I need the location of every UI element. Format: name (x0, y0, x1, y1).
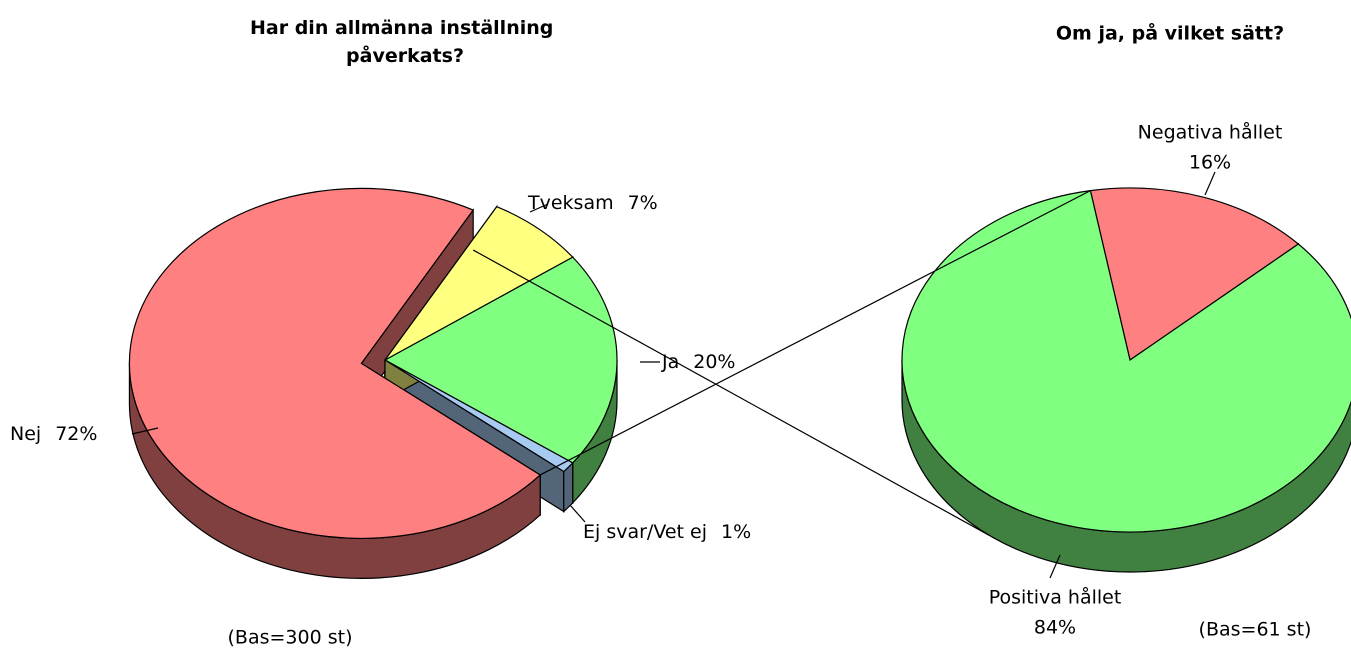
pie-slice (128, 187, 542, 539)
value-label: 84% (1034, 617, 1076, 639)
category-label: Ja (661, 351, 679, 373)
pie-slice (901, 189, 1351, 533)
category-label: Nej (10, 423, 41, 445)
pie-slice (384, 205, 574, 361)
value-label: 7% (628, 192, 658, 214)
category-label: Tveksam (527, 192, 614, 214)
leader-line (1049, 554, 1061, 579)
leader-line (131, 427, 159, 435)
pie-slice (383, 256, 618, 464)
value-label: 1% (721, 521, 751, 543)
connector (539, 190, 1091, 476)
category-label: Ej svar/Vet ej (583, 521, 707, 543)
chart-title: Har din allmänna inställning påverkats? (250, 17, 560, 67)
pie-slice (384, 359, 574, 473)
slice-label: Ej svar/Vet ej 1% (583, 521, 751, 543)
leader-line (569, 504, 586, 523)
pie-slice (1089, 187, 1300, 361)
slice-label: Negativa hållet (1138, 121, 1283, 144)
slice-label: Nej 72% (10, 423, 97, 445)
slice-label: Ja 20% (661, 351, 735, 373)
slice-label: Positiva hållet (989, 586, 1122, 609)
pie-tops (901, 187, 1351, 533)
note: (Bas=300 st) (228, 627, 353, 649)
slice-label: Tveksam 7% (527, 192, 658, 214)
pie-tops (128, 187, 618, 539)
leader-line (1204, 171, 1216, 196)
value-label: 16% (1189, 152, 1231, 174)
value-label: 72% (55, 423, 97, 445)
connector (472, 249, 990, 537)
leader-line (529, 203, 549, 213)
note: (Bas=61 st) (1199, 619, 1312, 641)
chart-title: Om ja, på vilket sätt? (1056, 21, 1284, 45)
value-label: 20% (693, 351, 735, 373)
